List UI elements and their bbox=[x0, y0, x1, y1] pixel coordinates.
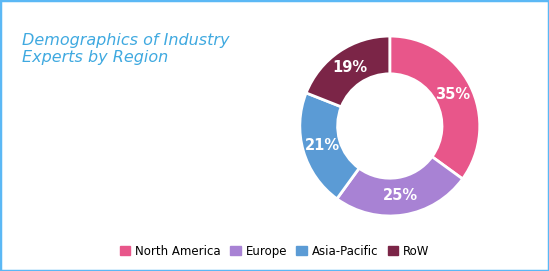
Text: 35%: 35% bbox=[435, 87, 470, 102]
Text: 25%: 25% bbox=[383, 188, 418, 203]
Text: 19%: 19% bbox=[333, 60, 368, 75]
Text: 21%: 21% bbox=[305, 138, 340, 153]
Wedge shape bbox=[390, 36, 480, 179]
Text: Demographics of Industry
Experts by Region: Demographics of Industry Experts by Regi… bbox=[22, 33, 229, 65]
Legend: North America, Europe, Asia-Pacific, RoW: North America, Europe, Asia-Pacific, RoW bbox=[115, 240, 434, 262]
Wedge shape bbox=[337, 157, 463, 216]
Wedge shape bbox=[300, 93, 359, 199]
Wedge shape bbox=[306, 36, 390, 107]
